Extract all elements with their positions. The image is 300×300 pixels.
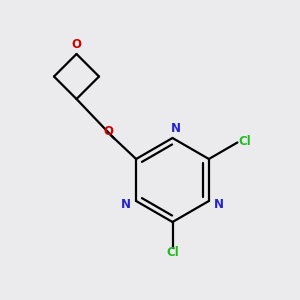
Text: Cl: Cl [238,135,251,148]
Text: Cl: Cl [166,246,179,260]
Text: N: N [121,197,130,211]
Text: N: N [214,197,224,211]
Text: N: N [170,122,181,136]
Text: O: O [71,38,82,52]
Text: O: O [103,125,113,138]
